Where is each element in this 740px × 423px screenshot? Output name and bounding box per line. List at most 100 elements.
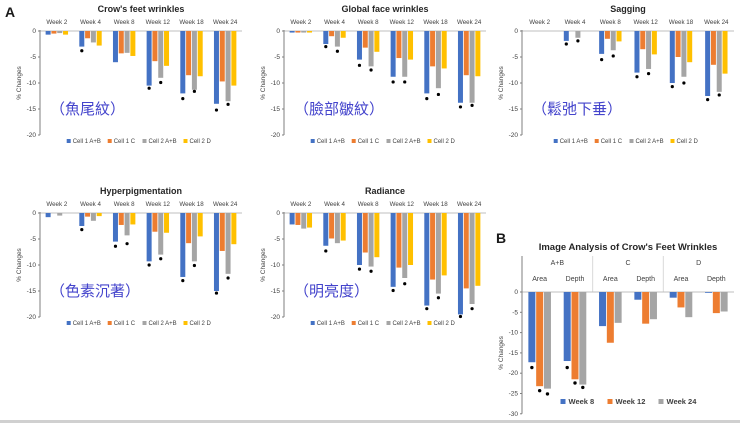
legend-item: Week 8 bbox=[560, 397, 595, 406]
significance-dot bbox=[470, 103, 474, 107]
bar-cell-1-a+b bbox=[79, 31, 85, 47]
x-category-label: Week 24 bbox=[704, 19, 729, 26]
bar-cell-2-a+b bbox=[368, 31, 374, 67]
bar-week-12 bbox=[677, 292, 685, 308]
bar-cell-2-d bbox=[374, 31, 380, 52]
legend-label: Cell 2 A+B bbox=[149, 139, 177, 145]
y-tick-label: -20 bbox=[509, 132, 519, 139]
y-axis-title: % Changes bbox=[260, 247, 267, 281]
y-tick-label: -20 bbox=[509, 370, 519, 377]
bar-cell-1-a+b bbox=[634, 31, 640, 73]
chinese-caption: （魚尾紋） bbox=[50, 101, 125, 118]
legend-label: Cell 2 D bbox=[677, 139, 699, 145]
bar-cell-2-a+b bbox=[191, 213, 197, 262]
significance-dot bbox=[458, 105, 463, 109]
x-category-label: Week 18 bbox=[179, 201, 204, 208]
bar-cell-1-c bbox=[219, 31, 225, 82]
bar-cell-1-a+b bbox=[390, 31, 396, 77]
x-category-label: Week 2 bbox=[46, 201, 67, 208]
x-category-label: Week 8 bbox=[114, 201, 135, 208]
y-tick-label: -5 bbox=[30, 54, 36, 61]
x-category-label: Week 18 bbox=[423, 19, 448, 26]
bar-week-8 bbox=[669, 292, 677, 298]
legend-label: Cell 1 A+B bbox=[73, 321, 101, 327]
bar-cell-2-d bbox=[130, 213, 136, 225]
chart-title: Sagging bbox=[610, 4, 646, 14]
legend-label: Week 24 bbox=[667, 397, 698, 406]
bar-cell-2-d bbox=[340, 31, 346, 38]
x-category-label: Week 2 bbox=[46, 19, 67, 26]
legend-swatch bbox=[351, 321, 356, 325]
legend-label: Cell 1 A+B bbox=[560, 139, 588, 145]
legend-label: Week 8 bbox=[569, 397, 595, 406]
bar-cell-2-d bbox=[408, 31, 414, 60]
bar-cell-2-d bbox=[441, 213, 447, 276]
bar-cell-2-a+b bbox=[334, 31, 340, 47]
significance-dot bbox=[537, 388, 542, 393]
y-axis-title: % Changes bbox=[16, 65, 23, 99]
chart-crows-feet-wrinkles: Crow's feet wrinkles 0 -5 -10 -15 -20 % Change… bbox=[14, 2, 248, 179]
significance-dot bbox=[581, 385, 585, 390]
sub-header: Area bbox=[532, 276, 547, 283]
bar-cell-1-a+b bbox=[424, 31, 430, 94]
significance-dot bbox=[611, 54, 615, 58]
significance-dot bbox=[425, 307, 429, 311]
significance-dot bbox=[147, 86, 151, 90]
legend-swatch bbox=[594, 139, 599, 143]
x-category-label: Week 18 bbox=[179, 19, 204, 26]
legend-label: Cell 1 C bbox=[358, 139, 380, 145]
significance-dot bbox=[470, 307, 474, 311]
significance-dot bbox=[226, 276, 230, 280]
y-axis-title: % Changes bbox=[498, 65, 505, 99]
y-axis-title: % Changes bbox=[16, 247, 23, 281]
bar-cell-1-a+b bbox=[705, 31, 711, 96]
bar-week-24 bbox=[543, 292, 551, 389]
chart-title: Global face wrinkles bbox=[341, 4, 428, 14]
legend-swatch bbox=[310, 139, 315, 143]
bar-week-8 bbox=[634, 292, 642, 300]
chinese-caption: （明亮度） bbox=[294, 283, 369, 300]
legend-swatch bbox=[107, 139, 112, 143]
sub-header: Depth bbox=[636, 276, 655, 283]
sub-header: Area bbox=[674, 276, 689, 283]
bar-cell-2-a+b bbox=[90, 31, 96, 43]
sagging-svg: Sagging 0 -5 -10 -15 -20 % Changes Week 2 Week 4… bbox=[498, 4, 734, 145]
bar-cell-2-a+b bbox=[610, 31, 616, 51]
bar-cell-2-a+b bbox=[681, 31, 687, 77]
significance-dot bbox=[181, 279, 185, 283]
legend-item: Cell 1 C bbox=[594, 139, 623, 145]
y-tick-label: -15 bbox=[271, 288, 281, 295]
legend-item: Cell 1 C bbox=[351, 139, 380, 145]
y-tick-label: -15 bbox=[509, 106, 519, 113]
significance-dot bbox=[646, 72, 651, 76]
chinese-caption: （鬆弛下垂） bbox=[532, 101, 622, 118]
legend-item: Cell 2 D bbox=[427, 321, 456, 327]
significance-dot bbox=[565, 365, 569, 370]
panel-a-label: A bbox=[5, 4, 16, 20]
legend-item: Cell 2 D bbox=[427, 139, 456, 145]
x-category-label: Week 12 bbox=[390, 19, 415, 26]
group-header: D bbox=[696, 260, 701, 267]
significance-dot bbox=[192, 89, 196, 93]
x-category-label: Week 12 bbox=[146, 201, 171, 208]
crows-feet-wrinkles-svg: Crow's feet wrinkles 0 -5 -10 -15 -20 % Change… bbox=[16, 4, 242, 145]
bar-cell-1-c bbox=[85, 31, 91, 39]
bar-week-12 bbox=[642, 292, 650, 324]
significance-dot bbox=[147, 263, 151, 267]
bar-cell-2-a+b bbox=[402, 31, 408, 77]
legend-label: Cell 2 D bbox=[190, 321, 212, 327]
significance-dot bbox=[369, 269, 373, 273]
bar-cell-2-a+b bbox=[368, 213, 374, 267]
bar-cell-1-a+b bbox=[356, 31, 362, 60]
significance-dot bbox=[159, 257, 163, 261]
group-header: C bbox=[625, 260, 630, 267]
bar-cell-1-a+b bbox=[45, 31, 51, 35]
bar-cell-2-a+b bbox=[158, 213, 164, 255]
y-axis-title: % Changes bbox=[260, 65, 267, 99]
y-tick-label: -5 bbox=[512, 54, 518, 61]
legend-swatch bbox=[351, 139, 356, 143]
bar-cell-1-a+b bbox=[180, 213, 186, 277]
bar-cell-2-d bbox=[340, 213, 346, 241]
y-axis-title: % Changes bbox=[498, 335, 505, 369]
bar-cell-1-c bbox=[152, 31, 158, 62]
